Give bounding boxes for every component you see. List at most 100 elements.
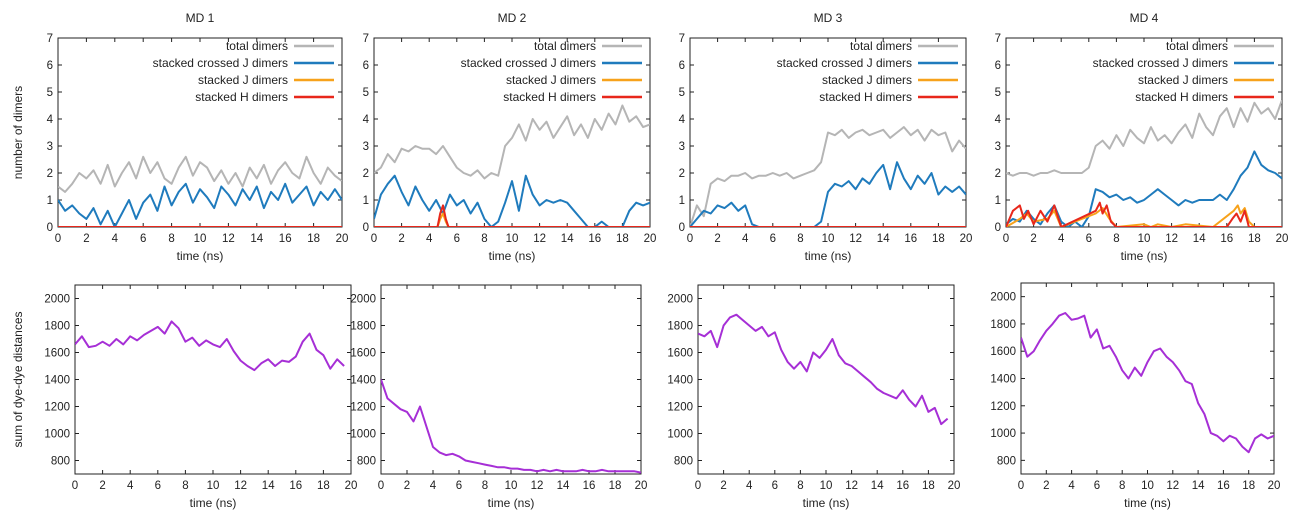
- x-tick-label: 6: [1086, 233, 1092, 245]
- x-tick-label: 12: [234, 480, 247, 492]
- y-tick-label: 1000: [667, 429, 693, 441]
- y-tick-label: 3: [679, 141, 685, 153]
- x-tick-label: 14: [561, 233, 574, 245]
- x-tick-label: 16: [904, 233, 917, 245]
- y-tick-label: 5: [363, 87, 369, 99]
- legend-label: stacked H dimers: [503, 90, 596, 104]
- x-tick-label: 2: [720, 480, 726, 492]
- y-tick-label: 7: [995, 33, 1001, 45]
- y-tick-label: 4: [47, 114, 54, 126]
- x-tick-label: 2: [714, 233, 720, 245]
- y-tick-label: 2: [995, 168, 1001, 180]
- legend-label: total dimers: [1166, 39, 1228, 53]
- y-tick-label: 6: [363, 60, 369, 72]
- x-tick-label: 0: [55, 233, 61, 245]
- y-tick-label: 0: [679, 222, 685, 234]
- y-tick-label: 1200: [44, 402, 70, 414]
- y-tick-label: 1800: [667, 321, 693, 333]
- y-tick-label: 4: [363, 114, 370, 126]
- x-tick-label: 10: [820, 480, 833, 492]
- x-tick-label: 16: [896, 480, 909, 492]
- x-tick-label: 14: [1192, 480, 1205, 492]
- x-tick-label: 14: [262, 480, 275, 492]
- x-tick-label: 6: [155, 480, 161, 492]
- x-axis-label: time (ns): [803, 496, 850, 510]
- plot-frame: [74, 284, 352, 475]
- x-axis-label: time (ns): [805, 249, 852, 263]
- x-tick-label: 6: [454, 233, 460, 245]
- y-tick-label: 1: [995, 195, 1001, 207]
- y-tick-label: 7: [47, 33, 53, 45]
- x-tick-label: 10: [506, 233, 519, 245]
- series-group: [698, 313, 949, 426]
- x-tick-label: 12: [531, 480, 544, 492]
- series-group: [1006, 99, 1282, 227]
- x-tick-label: 20: [644, 233, 657, 245]
- y-tick-label: 0: [995, 222, 1001, 234]
- x-tick-label: 20: [948, 480, 961, 492]
- series-line-total-dimers: [1006, 99, 1282, 177]
- series-group: [381, 379, 641, 474]
- series-group: [75, 320, 345, 372]
- series-line-stacked-J-dimers: [1006, 204, 1282, 227]
- plot-frame: [1020, 282, 1275, 475]
- x-tick-label: 14: [557, 480, 570, 492]
- x-tick-label: 18: [922, 480, 935, 492]
- y-tick-label: 2: [363, 168, 369, 180]
- legend-label: stacked H dimers: [1135, 90, 1228, 104]
- legend: total dimers stacked crossed J dimers stac…: [461, 39, 642, 104]
- x-tick-label: 18: [1248, 233, 1261, 245]
- y-tick-label: 5: [995, 87, 1001, 99]
- x-tick-label: 20: [960, 233, 973, 245]
- y-axis-label: sum of dye-dye distances: [11, 311, 25, 447]
- x-tick-label: 6: [140, 233, 146, 245]
- y-tick-label: 1200: [990, 401, 1016, 413]
- x-tick-label: 12: [1165, 233, 1178, 245]
- x-axis-label: time (ns): [1121, 249, 1168, 263]
- x-tick-label: 8: [797, 233, 803, 245]
- legend-label: stacked crossed J dimers: [153, 56, 288, 70]
- x-tick-label: 14: [877, 233, 890, 245]
- x-axis-label: time (ns): [488, 496, 535, 510]
- y-tick-label: 1600: [990, 346, 1016, 358]
- x-tick-label: 20: [336, 233, 349, 245]
- x-tick-label: 16: [1220, 233, 1233, 245]
- legend-label: stacked J dimers: [822, 73, 912, 87]
- series-line-stacked-J-dimers: [374, 212, 650, 227]
- legend-label: stacked J dimers: [506, 73, 596, 87]
- x-tick-label: 12: [1166, 480, 1179, 492]
- x-tick-label: 10: [1141, 480, 1154, 492]
- y-tick-label: 1000: [990, 428, 1016, 440]
- legend-label: stacked crossed J dimers: [777, 56, 912, 70]
- y-axis-label: number of dimers: [11, 86, 25, 179]
- series-line-stacked-H-dimers: [1006, 201, 1282, 227]
- x-tick-label: 6: [456, 480, 462, 492]
- y-tick-label: 800: [357, 456, 376, 468]
- y-tick-label: 4: [995, 114, 1002, 126]
- series-line-total-dimers: [374, 104, 650, 180]
- x-tick-label: 12: [845, 480, 858, 492]
- x-tick-label: 16: [289, 480, 302, 492]
- chart-panel-7: 0 2 4 6 8 10 12 14 16 18 20 800 1000 1200 1400 1600 1800…: [667, 284, 961, 510]
- y-tick-label: 2000: [44, 294, 70, 306]
- legend-label: stacked crossed J dimers: [1093, 56, 1228, 70]
- x-tick-label: 8: [482, 480, 488, 492]
- y-tick-label: 1000: [44, 429, 70, 441]
- series-line-stacked-crossed-J-dimers: [58, 182, 342, 227]
- legend: total dimers stacked crossed J dimers stac…: [777, 39, 958, 104]
- y-tick-label: 1400: [44, 375, 70, 387]
- series-group: [58, 155, 342, 227]
- chart-title: MD 2: [498, 11, 527, 25]
- chart-title: MD 3: [814, 11, 843, 25]
- chart-panel-5: 0 2 4 6 8 10 12 14 16 18 20 800 1000 1200 1400 1600 1800…: [11, 284, 357, 510]
- y-tick-label: 1400: [350, 375, 376, 387]
- x-tick-label: 20: [1268, 480, 1281, 492]
- x-tick-label: 0: [1018, 480, 1024, 492]
- y-tick-label: 3: [363, 141, 369, 153]
- x-tick-label: 4: [426, 233, 433, 245]
- y-tick-label: 1800: [350, 321, 376, 333]
- y-tick-label: 6: [995, 60, 1001, 72]
- legend-label: stacked H dimers: [819, 90, 912, 104]
